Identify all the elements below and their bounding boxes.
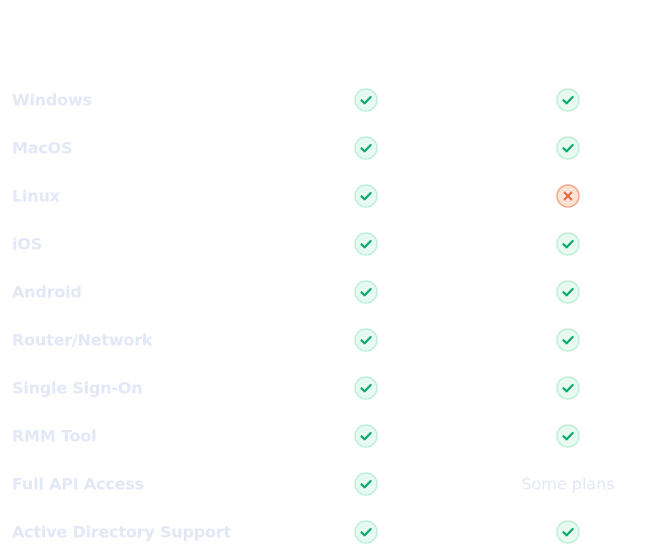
check-icon <box>354 88 378 112</box>
check-icon <box>556 376 580 400</box>
feature-label: iOS <box>12 234 43 254</box>
check-icon <box>556 424 580 448</box>
feature-label: RMM Tool <box>12 426 97 446</box>
table-row: Single Sign-On <box>0 364 671 412</box>
check-icon <box>354 280 378 304</box>
cross-icon <box>556 184 580 208</box>
availability-text: Some plans <box>521 474 615 494</box>
check-icon <box>354 520 378 544</box>
check-icon <box>354 328 378 352</box>
feature-label: MacOS <box>12 138 73 158</box>
feature-label: Single Sign-On <box>12 378 143 398</box>
check-icon <box>354 184 378 208</box>
feature-label: Router/Network <box>12 330 153 350</box>
feature-label: Linux <box>12 186 60 206</box>
table-row: Router/Network <box>0 316 671 364</box>
table-row: iOS <box>0 220 671 268</box>
table-row: Full API Access Some plans <box>0 460 671 508</box>
check-icon <box>556 280 580 304</box>
feature-label: Full API Access <box>12 474 144 494</box>
check-icon <box>556 232 580 256</box>
check-icon <box>556 328 580 352</box>
check-icon <box>556 88 580 112</box>
table-row: Active Directory Support <box>0 508 671 550</box>
table-row: Windows <box>0 76 671 124</box>
check-icon <box>556 136 580 160</box>
check-icon <box>354 376 378 400</box>
table-row: RMM Tool <box>0 412 671 460</box>
check-icon <box>354 136 378 160</box>
table-row: MacOS <box>0 124 671 172</box>
table-row: Android <box>0 268 671 316</box>
feature-label: Android <box>12 282 82 302</box>
check-icon <box>354 232 378 256</box>
check-icon <box>354 424 378 448</box>
table-row: Linux <box>0 172 671 220</box>
check-icon <box>556 520 580 544</box>
feature-label: Windows <box>12 90 92 110</box>
feature-label: Active Directory Support <box>12 522 231 542</box>
check-icon <box>354 472 378 496</box>
